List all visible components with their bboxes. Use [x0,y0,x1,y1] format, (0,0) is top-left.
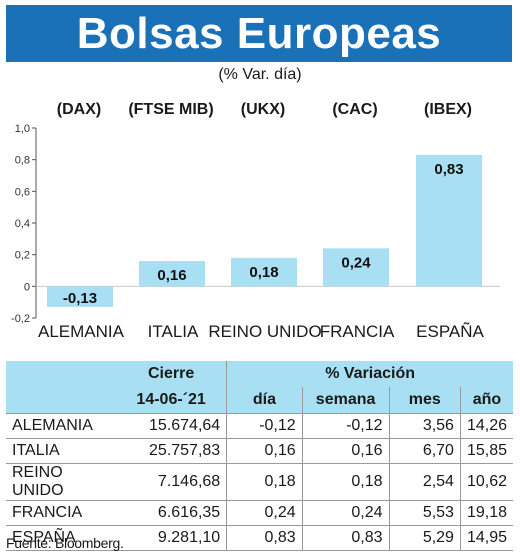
cell-year: 19,18 [459,500,513,526]
table-row: ESPAÑA 9.281,10 0,83 0,83 5,29 14,95 [6,525,513,551]
col-header-day: día [226,387,303,414]
cell-close: 15.674,64 [149,417,221,434]
table-row: ALEMANIA 15.674,64 -0,12 -0,12 3,56 14,2… [6,413,513,439]
y-tick-label: 0 [24,281,30,293]
source-caption: Fuente: Bloomberg. [6,535,124,551]
category-label-alemania: ALEMANIA [38,322,124,341]
cell-close: 7.146,68 [157,473,221,490]
bar-francia [323,248,389,287]
cell-day: 0,16 [226,438,303,464]
cell-month: 3,56 [388,413,461,439]
y-tick-label: 0,2 [15,250,30,262]
cell-week: 0,16 [301,438,390,464]
index-label-cac: (CAC) [332,101,378,118]
markets-table: Cierre % Variación 14-06-´21 día semana … [6,361,513,551]
index-label-dax: (DAX) [56,101,102,118]
close-group-header: Cierre [116,361,227,387]
bar-chart: -0,2 0 0,2 0,4 0,6 0,8 1,0 -0,13 0,16 0,18 0,24 0,8… [11,123,500,325]
page-title: Bolsas Europeas [6,5,512,62]
bar-value-label: 0,24 [341,254,371,271]
table-row: REINO UNIDO 7.146,68 0,18 0,18 2,54 10,6… [6,463,513,501]
bar-italia [139,261,205,287]
cell-year: 15,85 [459,438,513,464]
cell-week: 0,24 [301,500,390,526]
table-row: ITALIA 25.757,83 0,16 0,16 6,70 15,85 [6,438,513,464]
cell-close: 25.757,83 [149,442,221,459]
category-label-reino-unido: REINO UNIDO [208,322,322,341]
cell-year: 10,62 [459,463,513,501]
variation-group-header: % Variación [226,361,513,387]
y-tick-label: 0,4 [15,218,30,230]
index-label-ibex: (IBEX) [424,101,472,118]
cell-month: 2,54 [388,463,461,501]
col-header-year: año [459,387,513,414]
bar-value-label: 0,16 [157,267,186,284]
cell-month: 6,70 [388,438,461,464]
cell-year: 14,26 [459,413,513,439]
cell-close: 6.616,35 [157,504,221,521]
row-name: ITALIA [12,442,60,459]
col-header-week: semana [301,387,390,414]
category-label-italia: ITALIA [147,322,199,341]
category-label-francia: FRANCIA [319,322,395,341]
table-corner-2 [6,387,117,414]
cell-close: 9.281,10 [157,529,221,546]
table-row: FRANCIA 6.616,35 0,24 0,24 5,53 19,18 [6,500,513,526]
row-name: REINO UNIDO [12,464,64,499]
y-tick-label: 0,8 [15,155,30,167]
cell-week: -0,12 [301,413,390,439]
cell-week: 0,18 [301,463,390,501]
table-corner [6,361,117,387]
cell-day: -0,12 [226,413,303,439]
bar-value-label: 0,83 [434,161,463,178]
row-name: ALEMANIA [12,417,93,434]
category-label-espana: ESPAÑA [416,322,484,341]
y-tick-label: -0,2 [11,313,30,325]
bar-españa [416,154,482,287]
bar-reino-unido [231,257,297,287]
cell-day: 0,83 [226,525,303,551]
bar-value-label: 0,18 [249,264,278,281]
cell-day: 0,24 [226,500,303,526]
chart-subtitle: (% Var. día) [218,66,302,83]
bar-value-label: -0,13 [63,290,97,307]
cell-day: 0,18 [226,463,303,501]
row-name: FRANCIA [12,504,83,521]
row-name: ESPAÑA [12,529,76,546]
y-tick-label: 0,6 [15,186,30,198]
cell-week: 0,83 [301,525,390,551]
cell-month: 5,53 [388,500,461,526]
cell-year: 14,95 [459,525,513,551]
index-label-ftse-mib: (FTSE MIB) [128,101,214,118]
cell-month: 5,29 [388,525,461,551]
index-label-ukx: (UKX) [240,101,286,118]
bar-alemania [47,286,113,307]
col-header-close-date: 14-06-´21 [116,387,227,414]
col-header-month: mes [388,387,461,414]
y-tick-label: 1,0 [15,123,30,135]
